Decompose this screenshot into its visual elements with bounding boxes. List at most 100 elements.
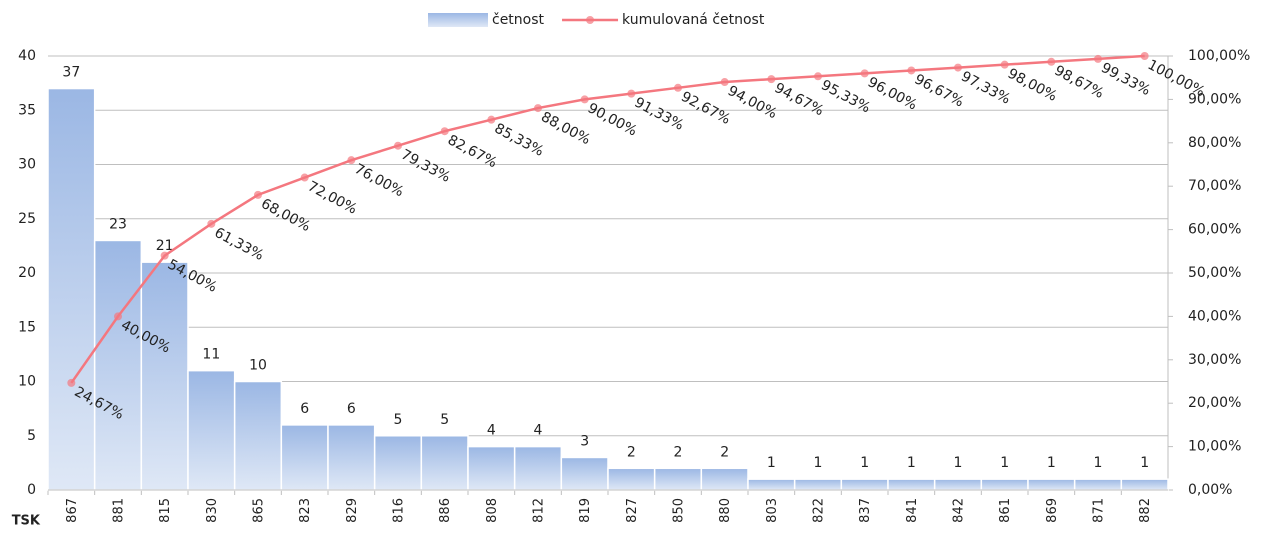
bar-label: 4 — [534, 423, 543, 439]
x-tick-label: 842 — [952, 498, 967, 523]
x-tick-label: 880 — [718, 498, 733, 523]
point-label: 61,33% — [212, 225, 267, 264]
bar-label: 6 — [347, 401, 356, 417]
bar — [93, 239, 143, 491]
bar — [373, 435, 423, 491]
point-label: 82,67% — [445, 132, 500, 171]
bar — [1073, 478, 1123, 491]
y2-tick-label: 80,00% — [1188, 135, 1241, 151]
bar — [607, 467, 656, 491]
line-point — [814, 72, 822, 81]
legend-label: četnost — [492, 12, 545, 28]
bar-label: 1 — [1047, 455, 1056, 471]
point-label: 91,33% — [632, 95, 687, 134]
x-tick-label: 869 — [1045, 498, 1060, 523]
point-label: 99,33% — [1098, 60, 1153, 99]
x-tick-label: 823 — [298, 498, 313, 523]
x-tick-label: 816 — [392, 498, 407, 523]
bar-label: 5 — [394, 412, 403, 428]
line-point — [300, 173, 309, 182]
x-tick-label: 830 — [205, 498, 220, 523]
bar-label: 1 — [767, 455, 776, 471]
bar — [280, 424, 329, 491]
x-tick-label: 822 — [812, 498, 827, 523]
bar — [187, 369, 236, 491]
y-tick-label: 25 — [18, 211, 36, 227]
y2-tick-label: 0,00% — [1188, 482, 1232, 498]
x-tick-label: 815 — [158, 498, 173, 523]
point-label: 88,00% — [538, 109, 593, 148]
point-label: 79,33% — [398, 147, 453, 186]
line-point — [1000, 60, 1009, 69]
bar-label: 1 — [954, 455, 963, 471]
bar-label: 1 — [860, 455, 869, 471]
bar — [140, 261, 189, 491]
y2-tick-label: 20,00% — [1188, 395, 1241, 411]
point-label: 72,00% — [305, 178, 360, 217]
bar — [700, 467, 749, 491]
bar — [233, 380, 283, 491]
y-tick-label: 20 — [18, 265, 36, 281]
bar — [933, 478, 983, 491]
line-point — [674, 83, 682, 92]
point-label: 85,33% — [492, 121, 547, 160]
line-point — [114, 312, 122, 321]
y2-tick-label: 10,00% — [1188, 439, 1241, 455]
x-tick-label: 837 — [858, 498, 873, 523]
y2-tick-label: 70,00% — [1188, 178, 1241, 194]
bar-label: 1 — [814, 455, 823, 471]
x-tick-label: 827 — [625, 498, 640, 523]
bar-label: 21 — [156, 238, 174, 254]
line-point — [1140, 52, 1149, 60]
line-point — [534, 104, 542, 113]
x-tick-label: 867 — [65, 498, 80, 523]
line-point — [580, 95, 589, 104]
bar-label: 1 — [907, 455, 916, 471]
y2-tick-label: 50,00% — [1188, 265, 1241, 281]
bar — [513, 445, 563, 491]
x-tick-label: 865 — [252, 498, 267, 523]
legend-swatch — [428, 13, 488, 27]
y2-tick-label: 60,00% — [1188, 222, 1241, 238]
line-point — [160, 251, 169, 260]
bar — [887, 478, 936, 491]
point-label: 94,67% — [772, 80, 827, 119]
point-label: 98,67% — [1052, 63, 1107, 102]
point-label: 98,00% — [1005, 66, 1060, 105]
y2-tick-label: 90,00% — [1188, 91, 1241, 107]
line-point — [487, 115, 496, 124]
point-label: 96,67% — [912, 71, 967, 110]
x-axis-label: TSK — [12, 514, 41, 529]
bar-label: 2 — [627, 444, 636, 460]
y-tick-label: 35 — [18, 102, 36, 118]
x-tick-label: 871 — [1092, 498, 1107, 523]
bar-label: 2 — [720, 444, 729, 460]
bar-label: 11 — [202, 347, 220, 363]
line-point — [67, 378, 76, 387]
bar — [840, 478, 889, 491]
x-tick-label: 808 — [485, 498, 500, 523]
bar — [560, 456, 609, 491]
y-tick-label: 5 — [27, 428, 36, 444]
bar-label: 3 — [580, 433, 589, 449]
bar — [1120, 478, 1169, 491]
bar — [747, 478, 796, 491]
line-point — [394, 141, 402, 150]
line-point — [907, 66, 916, 75]
line-point — [627, 89, 636, 98]
bar-label: 2 — [674, 444, 683, 460]
x-tick-label: 850 — [672, 498, 687, 523]
x-tick-label: 886 — [438, 498, 453, 523]
x-tick-label: 861 — [998, 498, 1013, 523]
x-tick-label: 841 — [905, 498, 920, 523]
y-tick-label: 0 — [27, 482, 36, 498]
x-tick-label: 829 — [345, 498, 360, 523]
bar-label: 23 — [109, 216, 127, 232]
legend-label: kumulovaná četnost — [622, 12, 765, 28]
bar — [327, 424, 376, 491]
bar-label: 1 — [1140, 455, 1149, 471]
bar — [420, 435, 469, 491]
bar — [980, 478, 1029, 491]
line-point — [254, 190, 262, 199]
